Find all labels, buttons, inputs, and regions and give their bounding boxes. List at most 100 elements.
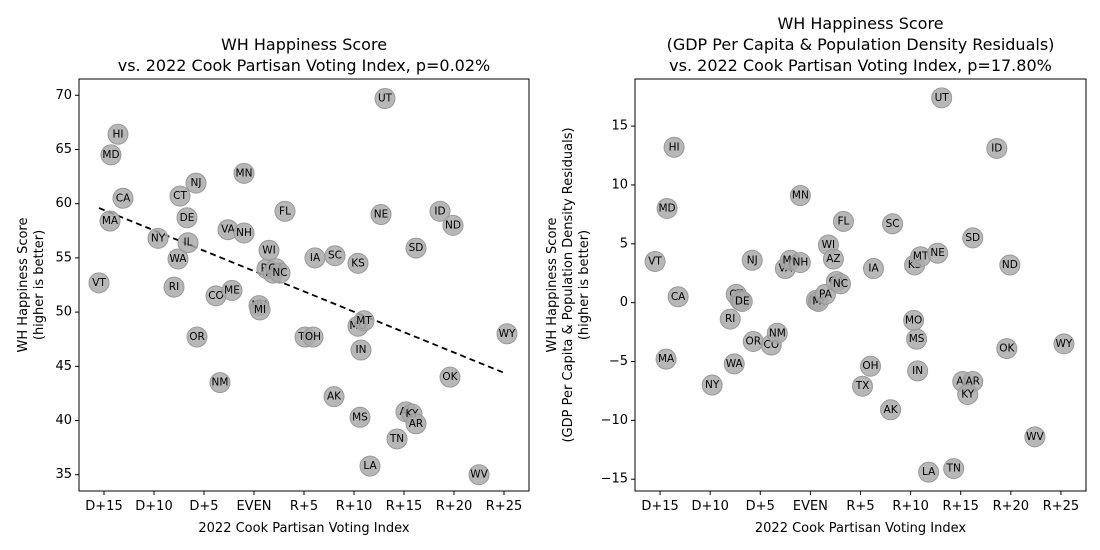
data-point-label: VA bbox=[221, 224, 236, 236]
data-point-label: MD bbox=[102, 149, 119, 161]
data-point-label: WY bbox=[499, 328, 516, 340]
x-tick-label: EVEN bbox=[236, 499, 271, 514]
data-point-or: OR bbox=[743, 332, 763, 352]
y-tick-label: 10 bbox=[611, 177, 628, 192]
data-point-ne: NE bbox=[928, 243, 948, 263]
data-point-label: VT bbox=[92, 277, 106, 289]
y-axis-label-line: (GDP Per Capita & Population Density Res… bbox=[561, 127, 576, 442]
data-point-wy: WY bbox=[497, 324, 517, 344]
data-point-label: KS bbox=[351, 257, 365, 269]
data-point-ms: MS bbox=[350, 407, 370, 427]
data-point-label: NY bbox=[151, 232, 166, 244]
data-point-label: UT bbox=[935, 92, 950, 104]
data-point-mo: MO bbox=[904, 310, 924, 330]
data-point-label: NM bbox=[769, 327, 786, 339]
data-point-label: OR bbox=[745, 336, 761, 348]
data-point-label: MO bbox=[905, 314, 922, 326]
y-tick-label: 65 bbox=[55, 142, 72, 157]
x-axis-label: 2022 Cook Partisan Voting Index bbox=[198, 521, 410, 536]
data-point-label: SC bbox=[886, 218, 900, 230]
data-point-la: LA bbox=[360, 456, 380, 476]
y-tick-label: 0 bbox=[620, 295, 628, 310]
data-point-label: CT bbox=[173, 190, 187, 202]
data-point-ia: IA bbox=[305, 248, 325, 268]
y-axis-label-line: (higher is better) bbox=[577, 230, 592, 340]
data-point-de: DE bbox=[177, 208, 197, 228]
data-point-label: KY bbox=[961, 388, 975, 400]
data-point-wy: WY bbox=[1054, 334, 1074, 354]
plot-frame bbox=[635, 79, 1086, 491]
data-point-ri: RI bbox=[164, 277, 184, 297]
data-point-nc: NC bbox=[830, 274, 850, 294]
y-tick-label: 35 bbox=[55, 467, 72, 482]
data-point-label: FL bbox=[279, 205, 291, 217]
data-point-label: ID bbox=[434, 205, 445, 217]
data-point-label: MD bbox=[658, 202, 675, 214]
x-tick-label: R+10 bbox=[892, 499, 928, 514]
data-point-oh: OH bbox=[861, 356, 881, 376]
data-point-label: MN bbox=[792, 190, 809, 202]
data-point-label: AZ bbox=[826, 253, 840, 265]
data-point-tn: TN bbox=[387, 429, 407, 449]
data-point-label: OK bbox=[442, 371, 458, 383]
data-point-label: OH bbox=[862, 360, 878, 372]
data-point-ut: UT bbox=[932, 88, 952, 108]
y-axis-label-line: WH Happiness Score bbox=[545, 218, 560, 353]
data-point-ak: AK bbox=[324, 387, 344, 407]
data-point-label: LA bbox=[363, 460, 377, 472]
chart-residuals-vs-pvi: WH Happiness Score(GDP Per Capita & Popu… bbox=[545, 14, 1086, 536]
data-point-ny: NY bbox=[702, 375, 722, 395]
data-point-fl: FL bbox=[833, 211, 853, 231]
data-point-label: LA bbox=[922, 466, 936, 478]
data-point-label: NY bbox=[705, 379, 720, 391]
data-point-label: HI bbox=[669, 141, 680, 153]
y-tick-label: 5 bbox=[620, 236, 628, 251]
data-point-ma: MA bbox=[100, 211, 120, 231]
data-point-label: ME bbox=[224, 284, 240, 296]
y-tick-label: 15 bbox=[611, 119, 628, 134]
data-point-mn: MN bbox=[790, 186, 810, 206]
data-point-label: AK bbox=[327, 391, 342, 403]
data-point-la: LA bbox=[919, 462, 939, 482]
data-point-md: MD bbox=[101, 145, 121, 165]
data-point-mn: MN bbox=[234, 163, 254, 183]
data-point-nj: NJ bbox=[186, 173, 206, 193]
data-point-label: IN bbox=[912, 365, 923, 377]
x-tick-label: R+15 bbox=[386, 499, 422, 514]
chart-title-line: vs. 2022 Cook Partisan Voting Index, p=0… bbox=[118, 56, 490, 75]
data-point-ny: NY bbox=[148, 228, 168, 248]
data-point-label: PA bbox=[819, 288, 833, 300]
data-point-ok: OK bbox=[440, 367, 460, 387]
data-point-sc: SC bbox=[883, 214, 903, 234]
data-point-label: NJ bbox=[747, 254, 758, 266]
data-point-in: IN bbox=[351, 340, 371, 360]
data-point-de: DE bbox=[732, 291, 752, 311]
y-tick-label: 55 bbox=[55, 250, 72, 265]
data-point-label: CA bbox=[116, 192, 131, 204]
data-point-label: VT bbox=[648, 255, 662, 267]
data-point-label: WA bbox=[726, 358, 744, 370]
x-tick-label: R+25 bbox=[1043, 499, 1079, 514]
data-point-label: RI bbox=[169, 281, 179, 293]
data-point-label: MN bbox=[236, 167, 253, 179]
data-point-label: TX bbox=[855, 380, 870, 392]
data-point-label: ND bbox=[445, 219, 461, 231]
data-point-label: ID bbox=[991, 142, 1002, 154]
x-tick-label: D+10 bbox=[691, 499, 728, 514]
x-tick-label: R+5 bbox=[846, 499, 874, 514]
data-point-ky: KY bbox=[958, 384, 978, 404]
data-point-ks: KS bbox=[348, 253, 368, 273]
data-point-label: SD bbox=[965, 232, 980, 244]
data-point-label: NE bbox=[930, 247, 945, 259]
data-point-label: FL bbox=[838, 215, 850, 227]
data-point-nm: NM bbox=[767, 323, 787, 343]
data-point-ut: UT bbox=[375, 89, 395, 109]
data-point-label: MS bbox=[909, 333, 925, 345]
data-point-label: CA bbox=[671, 291, 686, 303]
data-point-ia: IA bbox=[864, 259, 884, 279]
data-point-ne: NE bbox=[371, 205, 391, 225]
y-tick-label: −15 bbox=[601, 472, 628, 487]
data-point-label: IL bbox=[184, 237, 193, 249]
data-point-wi: WI bbox=[259, 240, 279, 260]
